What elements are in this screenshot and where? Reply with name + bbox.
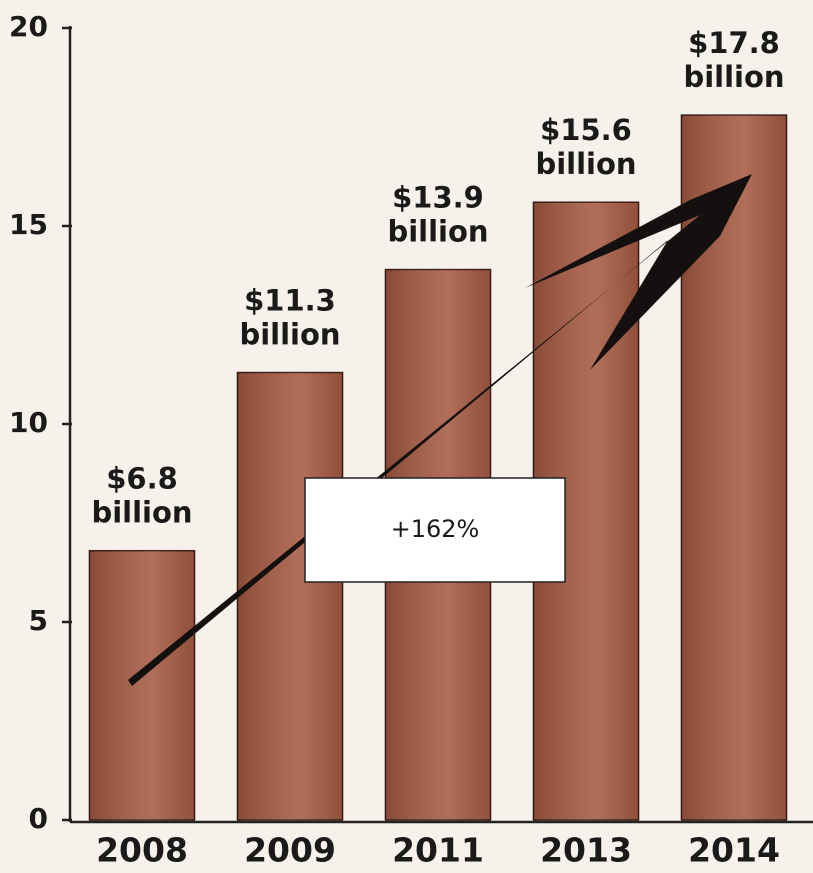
x-tick-label: 2014 <box>688 831 780 870</box>
y-tick-label: 20 <box>9 10 48 43</box>
x-tick-label: 2009 <box>244 831 336 870</box>
bar-shade <box>89 550 195 820</box>
value-label: $17.8 billion <box>683 26 784 94</box>
bar-shade <box>237 372 343 820</box>
y-tick-label: 10 <box>9 406 48 439</box>
y-tick-label: 0 <box>29 802 48 835</box>
annotation-box <box>304 477 566 583</box>
value-label: $6.8 billion <box>91 462 192 530</box>
value-label: $11.3 billion <box>239 284 340 352</box>
y-tick-label: 5 <box>29 604 48 637</box>
x-tick-label: 2008 <box>96 831 188 870</box>
y-tick-label: 15 <box>9 208 48 241</box>
value-label: $13.9 billion <box>387 181 488 249</box>
annotation: +162% <box>391 515 480 543</box>
x-tick-label: 2011 <box>392 831 484 870</box>
trend-arrow <box>128 174 752 686</box>
value-label: $15.6 billion <box>535 113 636 181</box>
x-tick-label: 2013 <box>540 831 632 870</box>
